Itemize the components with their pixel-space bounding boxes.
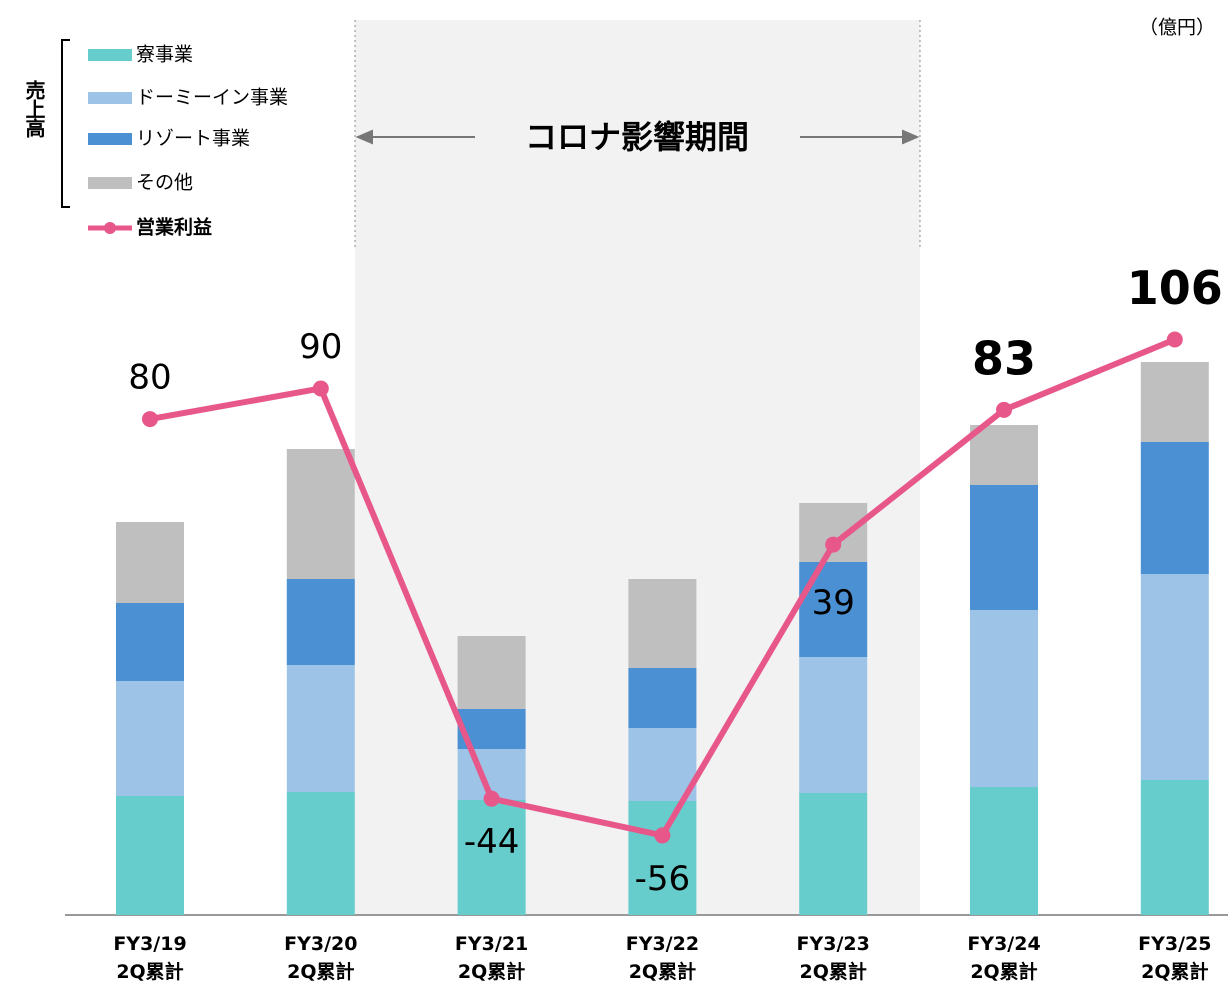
bar-segment	[1140, 442, 1209, 574]
legend-group-label: 売上高	[22, 80, 46, 137]
bar-segment	[116, 522, 184, 603]
line-point	[654, 827, 671, 844]
x-tick-label: FY3/19 2Q累計	[113, 933, 187, 983]
bar-segment	[970, 485, 1038, 610]
bar-segment	[116, 796, 184, 915]
bar-segment	[286, 792, 355, 915]
legend-label: その他	[136, 172, 193, 194]
x-tick-label: FY3/22 2Q累計	[625, 933, 700, 983]
line-point	[996, 401, 1012, 418]
x-tick-label: FY3/23 2Q累計	[796, 933, 870, 983]
bar-segment	[116, 681, 184, 796]
legend-bracket	[61, 39, 70, 208]
data-label: -56	[635, 859, 691, 899]
bar-segment	[970, 610, 1038, 787]
bar-segment	[286, 579, 355, 665]
bar-segment	[628, 801, 697, 915]
line-point	[825, 536, 842, 553]
bar-segment	[286, 449, 355, 579]
x-tick-label: FY3/24 2Q累計	[967, 933, 1041, 983]
legend-marker	[104, 222, 116, 234]
bar-segment	[799, 657, 868, 793]
bar-segment	[116, 603, 184, 681]
legend-swatch	[88, 133, 132, 145]
x-tick-label: FY3/25 2Q累計	[1138, 933, 1212, 983]
legend-swatch	[88, 92, 132, 104]
legend-label: ドーミーイン事業	[136, 87, 288, 109]
bar-segment	[799, 793, 868, 915]
legend-label: リゾート事業	[136, 128, 250, 150]
line-point	[483, 790, 500, 807]
legend-label: 営業利益	[136, 216, 212, 239]
data-label: 106	[1127, 261, 1223, 315]
bar-segment	[970, 787, 1038, 915]
period-arrows	[355, 129, 920, 145]
line-point	[142, 411, 158, 428]
x-tick-label: FY3/20 2Q累計	[284, 933, 358, 983]
bar-segment	[628, 728, 697, 801]
bar-segment	[628, 668, 697, 728]
line-point	[312, 380, 329, 397]
data-label: -44	[464, 822, 520, 862]
legend-swatch	[88, 177, 132, 189]
bar-segment	[286, 665, 355, 792]
data-label: 80	[128, 358, 171, 398]
bar-segment	[1140, 362, 1209, 442]
data-label: 39	[812, 583, 855, 623]
data-label: 83	[972, 331, 1036, 385]
bar-segment	[799, 503, 868, 562]
bar-segment	[628, 579, 697, 668]
bar-segment	[457, 800, 526, 915]
bar-segment	[970, 425, 1038, 485]
legend-swatch	[88, 49, 132, 61]
bar-segment	[457, 636, 526, 709]
legend-label: 寮事業	[136, 44, 193, 66]
bar-segment	[1140, 780, 1209, 915]
line-point	[1166, 331, 1183, 348]
data-label: 90	[299, 327, 342, 367]
unit-label: （億円）	[1139, 17, 1215, 39]
bar-segment	[1140, 574, 1209, 780]
x-tick-label: FY3/21 2Q累計	[454, 933, 529, 983]
period-label: コロナ影響期間	[525, 118, 749, 156]
